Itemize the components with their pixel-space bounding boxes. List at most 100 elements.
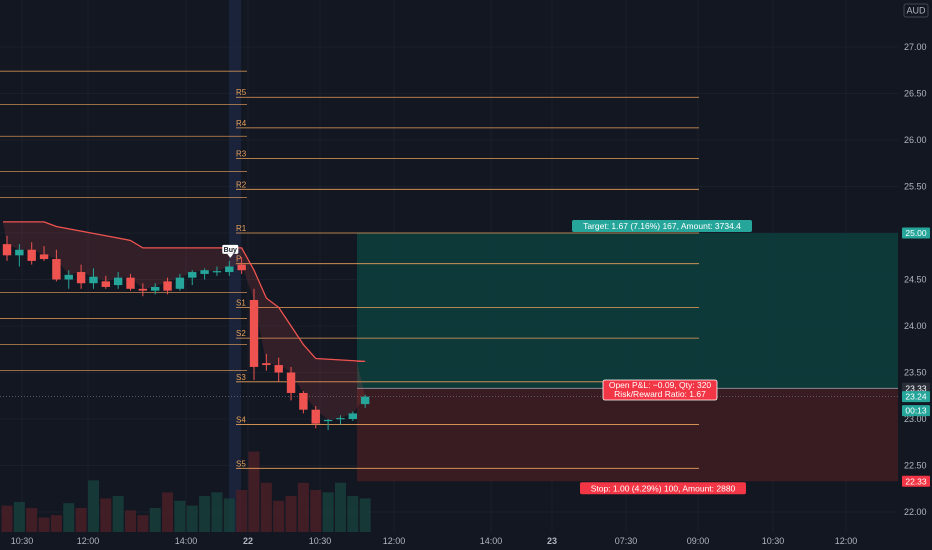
candle-body xyxy=(262,363,271,366)
loss-zone[interactable] xyxy=(357,388,898,482)
price-tag-countdown-text: 00:13 xyxy=(905,406,927,416)
time-tick-label: 10:30 xyxy=(762,536,785,546)
time-axis[interactable]: 10:30 12:00 14:00 22 10:30 12:00 14:00 23 07:30 0… xyxy=(0,532,898,550)
target-label: Target: 1.67 (7.16%) 167, Amount: 3734.4 xyxy=(583,221,741,231)
price-tag-last-text: 23.24 xyxy=(905,392,927,402)
candle-body xyxy=(138,288,148,291)
candle-body xyxy=(299,392,308,410)
buy-signal-box xyxy=(222,244,239,254)
price-axis-bg xyxy=(898,0,932,550)
candle xyxy=(188,270,197,286)
candle-body xyxy=(52,259,61,280)
volume-bar xyxy=(297,482,309,532)
price-tag-last[interactable] xyxy=(902,391,930,403)
volume-bar xyxy=(125,510,136,532)
price-tag-target[interactable] xyxy=(902,227,930,239)
candle xyxy=(249,288,259,380)
volume-bar xyxy=(13,502,25,532)
pivot-label-s1: S1 xyxy=(236,298,246,307)
price-tag-target-text: 25.00 xyxy=(905,228,927,238)
pnl-label-box xyxy=(603,380,717,400)
volume-bar xyxy=(75,508,87,532)
candlesticks: Buy xyxy=(2,235,370,431)
volume-bar xyxy=(186,505,198,532)
price-tag-entry[interactable] xyxy=(902,382,930,394)
volume-bar xyxy=(260,482,272,532)
pivot-label-s2: S2 xyxy=(236,329,246,338)
currency-label: AUD xyxy=(906,6,926,16)
candle-body xyxy=(27,249,36,261)
volume-bar xyxy=(199,496,211,532)
volume-bar xyxy=(87,480,99,532)
trailing-stop-fill xyxy=(3,221,366,420)
position-zones[interactable] xyxy=(0,233,898,482)
candle xyxy=(299,391,308,414)
pivot-label-r2: R2 xyxy=(236,180,247,189)
pivot-label-r3: R3 xyxy=(236,150,247,159)
session-break-band xyxy=(229,0,241,532)
price-tick-label: 23.50 xyxy=(904,368,927,378)
price-tag-countdown[interactable] xyxy=(902,405,930,417)
pivot-label-r1: R1 xyxy=(236,224,247,233)
candle-body xyxy=(175,277,185,289)
candle xyxy=(27,242,36,265)
candle xyxy=(348,411,357,421)
candle-body xyxy=(336,418,345,420)
candle-body xyxy=(76,272,86,284)
volume-bar xyxy=(50,515,62,532)
pivot-label-s3: S3 xyxy=(236,373,246,382)
candle-body xyxy=(163,281,172,291)
pnl-label-border xyxy=(602,379,718,401)
pivot-label-s4: S4 xyxy=(236,416,246,425)
price-tick-label: 26.50 xyxy=(904,89,927,99)
previous-pivot-lines xyxy=(0,70,247,372)
volume-bar xyxy=(38,517,50,532)
candle-body xyxy=(101,281,110,287)
candle xyxy=(113,272,123,289)
time-tick-label: 07:30 xyxy=(615,536,638,546)
candle xyxy=(52,249,61,282)
volume-bar xyxy=(236,490,248,532)
candle-body xyxy=(274,365,283,373)
buy-signal-pointer xyxy=(227,253,234,258)
candle-body xyxy=(188,272,197,278)
candle-body xyxy=(64,274,73,280)
candle-body xyxy=(249,299,259,367)
candle-body xyxy=(126,277,135,289)
price-tag-stop[interactable] xyxy=(902,475,930,487)
volume-bar xyxy=(137,515,149,532)
candle-body xyxy=(237,264,246,271)
candle xyxy=(225,260,234,276)
currency-badge-box[interactable] xyxy=(903,3,929,18)
candle-body xyxy=(311,409,320,424)
candle-body xyxy=(39,254,49,260)
candle xyxy=(212,266,222,276)
price-tick-label: 22.50 xyxy=(904,461,927,471)
candle-body xyxy=(225,266,234,273)
candle-body xyxy=(348,413,357,419)
price-axis[interactable]: 27.00 26.50 26.00 25.50 25.00 24.50 24.00 23.50… xyxy=(898,0,932,550)
time-tick-label: 09:00 xyxy=(687,536,710,546)
rr-label: Risk/Reward Ratio: 1.67 xyxy=(614,389,706,399)
time-tick-label: 14:00 xyxy=(175,536,198,546)
candle xyxy=(39,246,49,261)
candle xyxy=(101,275,110,289)
currency-badge[interactable]: AUD xyxy=(903,3,929,18)
time-tick-label: 10:30 xyxy=(11,536,34,546)
candle xyxy=(274,357,283,382)
volume-bar xyxy=(162,492,174,532)
time-tick-label: 14:00 xyxy=(480,536,503,546)
candle xyxy=(311,405,320,429)
candle xyxy=(175,273,185,291)
pivot-label-s5: S5 xyxy=(236,459,246,468)
time-tick-label: 10:30 xyxy=(309,536,332,546)
pivot-label-r4: R4 xyxy=(236,119,247,128)
target-label-box xyxy=(572,220,752,232)
candle-body xyxy=(89,276,98,284)
time-axis-bg xyxy=(0,532,898,550)
time-tick-label: 12:00 xyxy=(835,536,858,546)
candle xyxy=(138,283,148,297)
price-tick-label: 22.00 xyxy=(904,507,927,517)
profit-zone[interactable] xyxy=(357,233,898,389)
